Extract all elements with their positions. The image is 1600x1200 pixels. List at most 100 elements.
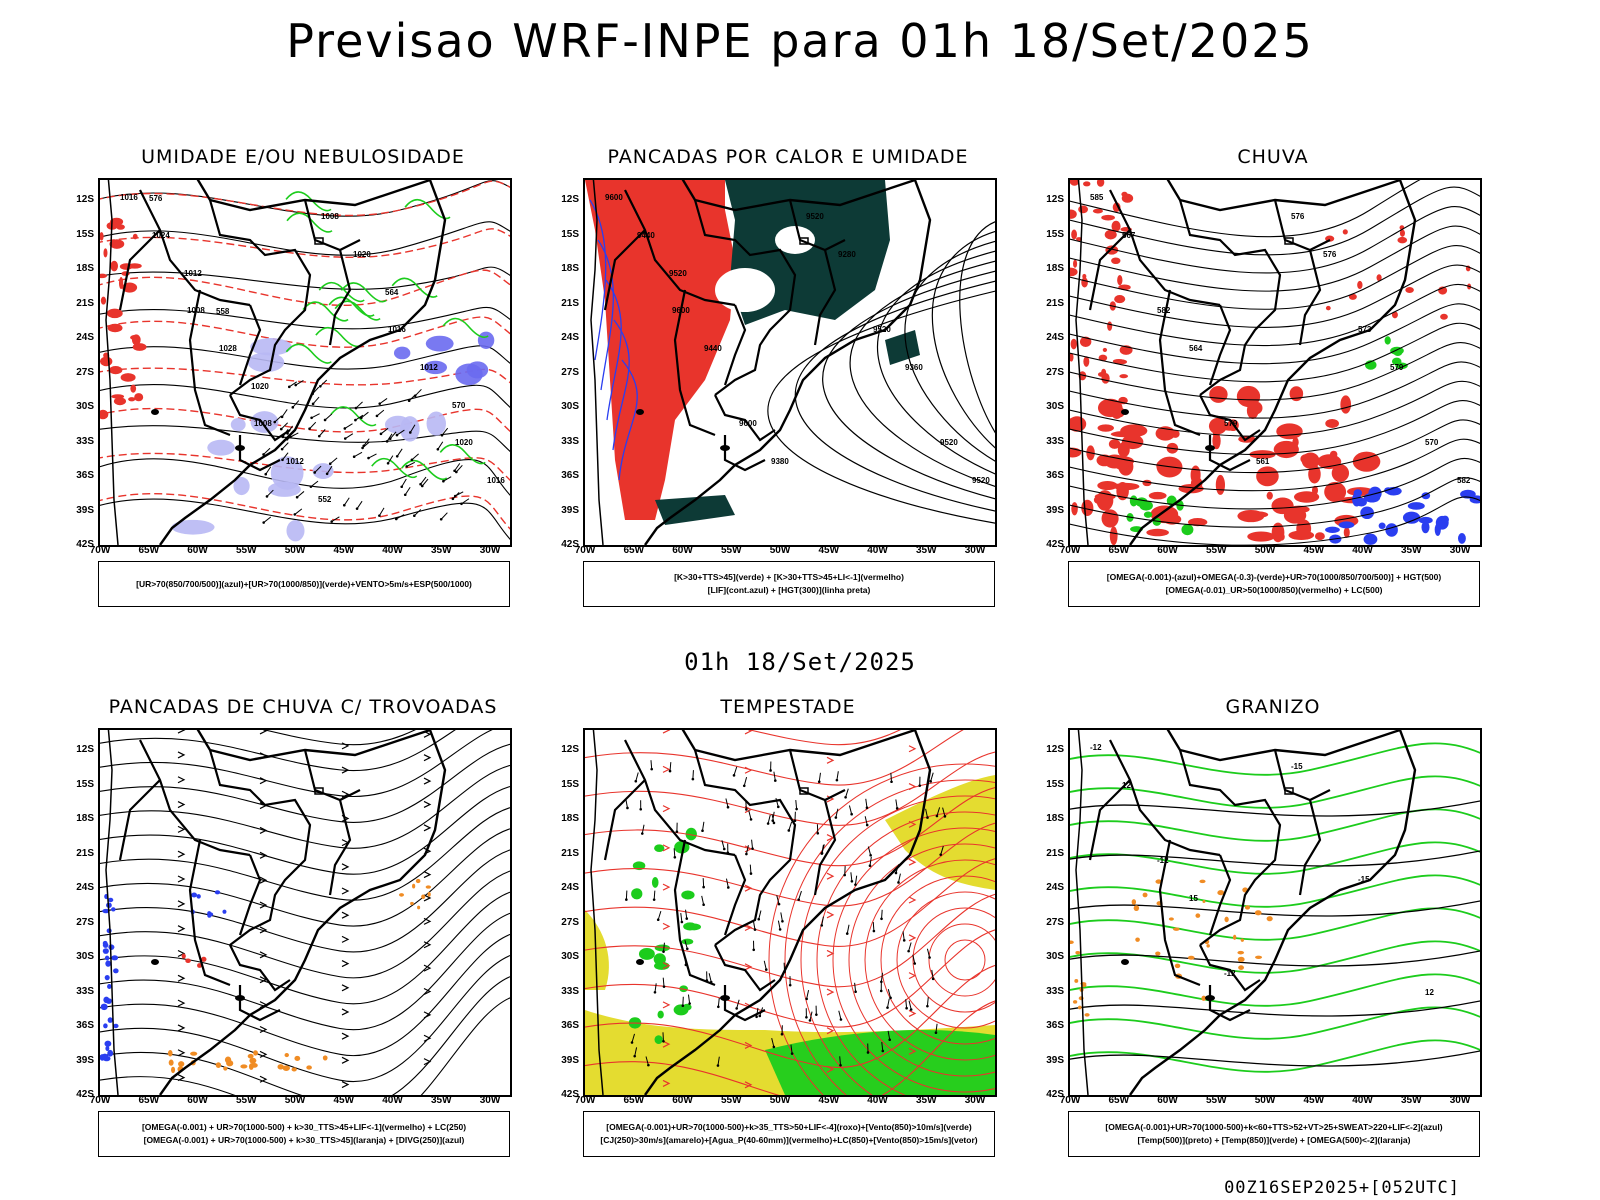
panel-caption: [OMEGA(-0.001)+UR>70(1000-500)+k>35_TTS>…	[583, 1111, 995, 1157]
lat-label: 24S	[561, 882, 579, 893]
contour-label: 1020	[251, 382, 269, 391]
lon-label: 60W	[672, 1095, 693, 1106]
lat-label: 33S	[1046, 435, 1064, 447]
lat-label: 36S	[561, 470, 579, 481]
lon-label: 65W	[138, 545, 160, 556]
panel-caption: [OMEGA(-0.001) + UR>70(1000-500) + k>30_…	[98, 1111, 510, 1157]
lon-label: 45W	[333, 1095, 355, 1106]
contour-label: 1016	[388, 325, 406, 334]
lat-label: 42S	[561, 539, 579, 550]
map-frame: -12 -12 -12 -15 -15 12 12 15	[1068, 728, 1482, 1097]
contour-label: 9360	[905, 363, 923, 372]
lon-label: 70W	[89, 545, 111, 556]
contour-label: 582	[1457, 476, 1471, 485]
lat-label: 42S	[561, 1089, 579, 1100]
lat-label: 18S	[561, 813, 579, 824]
lat-label: 33S	[561, 985, 579, 997]
lat-label: 27S	[561, 366, 579, 378]
contour-label: 564	[385, 288, 399, 297]
contour-label: -12	[1090, 743, 1102, 752]
lat-label: 33S	[561, 435, 579, 447]
lon-label: 35W	[1400, 1095, 1422, 1106]
lon-label: 30W	[479, 545, 501, 556]
lat-label: 15S	[1046, 778, 1064, 790]
lat-label: 33S	[1046, 985, 1064, 997]
lat-label: 27S	[561, 916, 579, 928]
lon-label: 50W	[769, 1095, 791, 1106]
lon-label: 40W	[867, 545, 888, 556]
contour-label: 579	[1390, 363, 1404, 372]
lat-label: 30S	[76, 951, 94, 962]
lon-label: 45W	[333, 545, 355, 556]
contour-label: 9520	[972, 476, 990, 485]
contour-label: 576	[1323, 250, 1337, 259]
map-frame: 9600 9600 9600 9520 9520 9520 9440 9440 9380 9280…	[583, 178, 997, 547]
lon-label: 65W	[623, 1095, 645, 1106]
lat-label: 27S	[76, 366, 94, 378]
lat-label: 18S	[561, 263, 579, 274]
caption-line: [LIF](cont.azul) + [HGT(300)](linha pret…	[707, 585, 871, 595]
lat-label: 39S	[1046, 504, 1064, 516]
lon-label: 30W	[964, 545, 986, 556]
lat-label: 36S	[1046, 1020, 1064, 1031]
panel-title: PANCADAS POR CALOR E UMIDADE	[607, 146, 969, 168]
map-plot	[100, 730, 510, 1095]
lon-label: 50W	[284, 545, 306, 556]
contour-label: -12	[1224, 969, 1236, 978]
caption-line: [OMEGA(-0.001) + UR>70(1000-500) + k>30_…	[141, 1122, 467, 1132]
lat-label: 42S	[1046, 539, 1064, 550]
lon-label: 70W	[574, 1095, 596, 1106]
lat-label: 15S	[1046, 228, 1064, 240]
contour-label: 1008	[321, 212, 339, 221]
lat-label: 15S	[561, 778, 579, 790]
lon-label: 30W	[479, 1095, 501, 1106]
contour-label: 564	[1189, 344, 1203, 353]
panel-title: GRANIZO	[1225, 696, 1321, 718]
panel-caption: [OMEGA(-0.001)+UR>70(1000-500)+k<60+TTS>…	[1068, 1111, 1480, 1157]
lon-label: 55W	[1205, 545, 1227, 556]
lon-label: 50W	[1254, 545, 1276, 556]
lon-label: 35W	[915, 545, 937, 556]
contour-label: -15	[1291, 762, 1303, 771]
caption-line: [K>30+TTS>45](verde) + [K>30+TTS>45+LI<-…	[674, 572, 904, 582]
contour-label: 9520	[873, 325, 891, 334]
lon-label: 45W	[1303, 1095, 1325, 1106]
map-plot: 585 582 579 576 573 570 567 564 561 576 579 582	[1070, 180, 1480, 545]
contour-label: 9600	[605, 193, 623, 202]
lon-label: 50W	[1254, 1095, 1276, 1106]
caption-line: [OMEGA(-0.001) + UR>70(1000-500) + k>30_…	[143, 1135, 465, 1145]
lon-label: 65W	[623, 545, 645, 556]
run-timestamp: 00Z16SEP2025+[052UTC]	[1224, 1178, 1460, 1198]
contour-label: 1020	[455, 438, 473, 447]
lat-label: 36S	[76, 1020, 94, 1031]
contour-label: 12	[1122, 781, 1131, 790]
lon-label: 65W	[138, 1095, 160, 1106]
lon-label: 40W	[867, 1095, 888, 1106]
lon-label: 70W	[1059, 545, 1081, 556]
lat-label: 21S	[1046, 847, 1064, 859]
contour-label: 1020	[353, 250, 371, 259]
lat-label: 30S	[561, 401, 579, 412]
panel-caption: [UR>70(850/700/500)](azul)+[UR>70(1000/8…	[98, 561, 510, 607]
contour-label: 9520	[940, 438, 958, 447]
lat-label: 39S	[76, 1054, 94, 1066]
contour-label: 15	[1189, 894, 1198, 903]
lat-label: 42S	[76, 1089, 94, 1100]
contour-label: 9520	[669, 269, 687, 278]
lon-label: 50W	[284, 1095, 306, 1106]
contour-label: 579	[1224, 419, 1238, 428]
contour-label: 9380	[771, 457, 789, 466]
caption-line: [OMEGA(-0.001)+UR>70(1000-500)+k<60+TTS>…	[1105, 1122, 1443, 1132]
lon-label: 70W	[1059, 1095, 1081, 1106]
lat-label: 12S	[76, 194, 94, 205]
lat-label: 24S	[76, 332, 94, 343]
contour-label: 570	[452, 401, 466, 410]
lon-label: 35W	[430, 1095, 452, 1106]
map-plot: 1016100810081008101610201024102810121020…	[100, 180, 510, 545]
panel-caption: [K>30+TTS>45](verde) + [K>30+TTS>45+LI<-…	[583, 561, 995, 607]
map-frame	[583, 728, 997, 1097]
lon-label: 70W	[574, 545, 596, 556]
lat-label: 27S	[76, 916, 94, 928]
contour-label: 1016	[120, 193, 138, 202]
lat-label: 24S	[561, 332, 579, 343]
